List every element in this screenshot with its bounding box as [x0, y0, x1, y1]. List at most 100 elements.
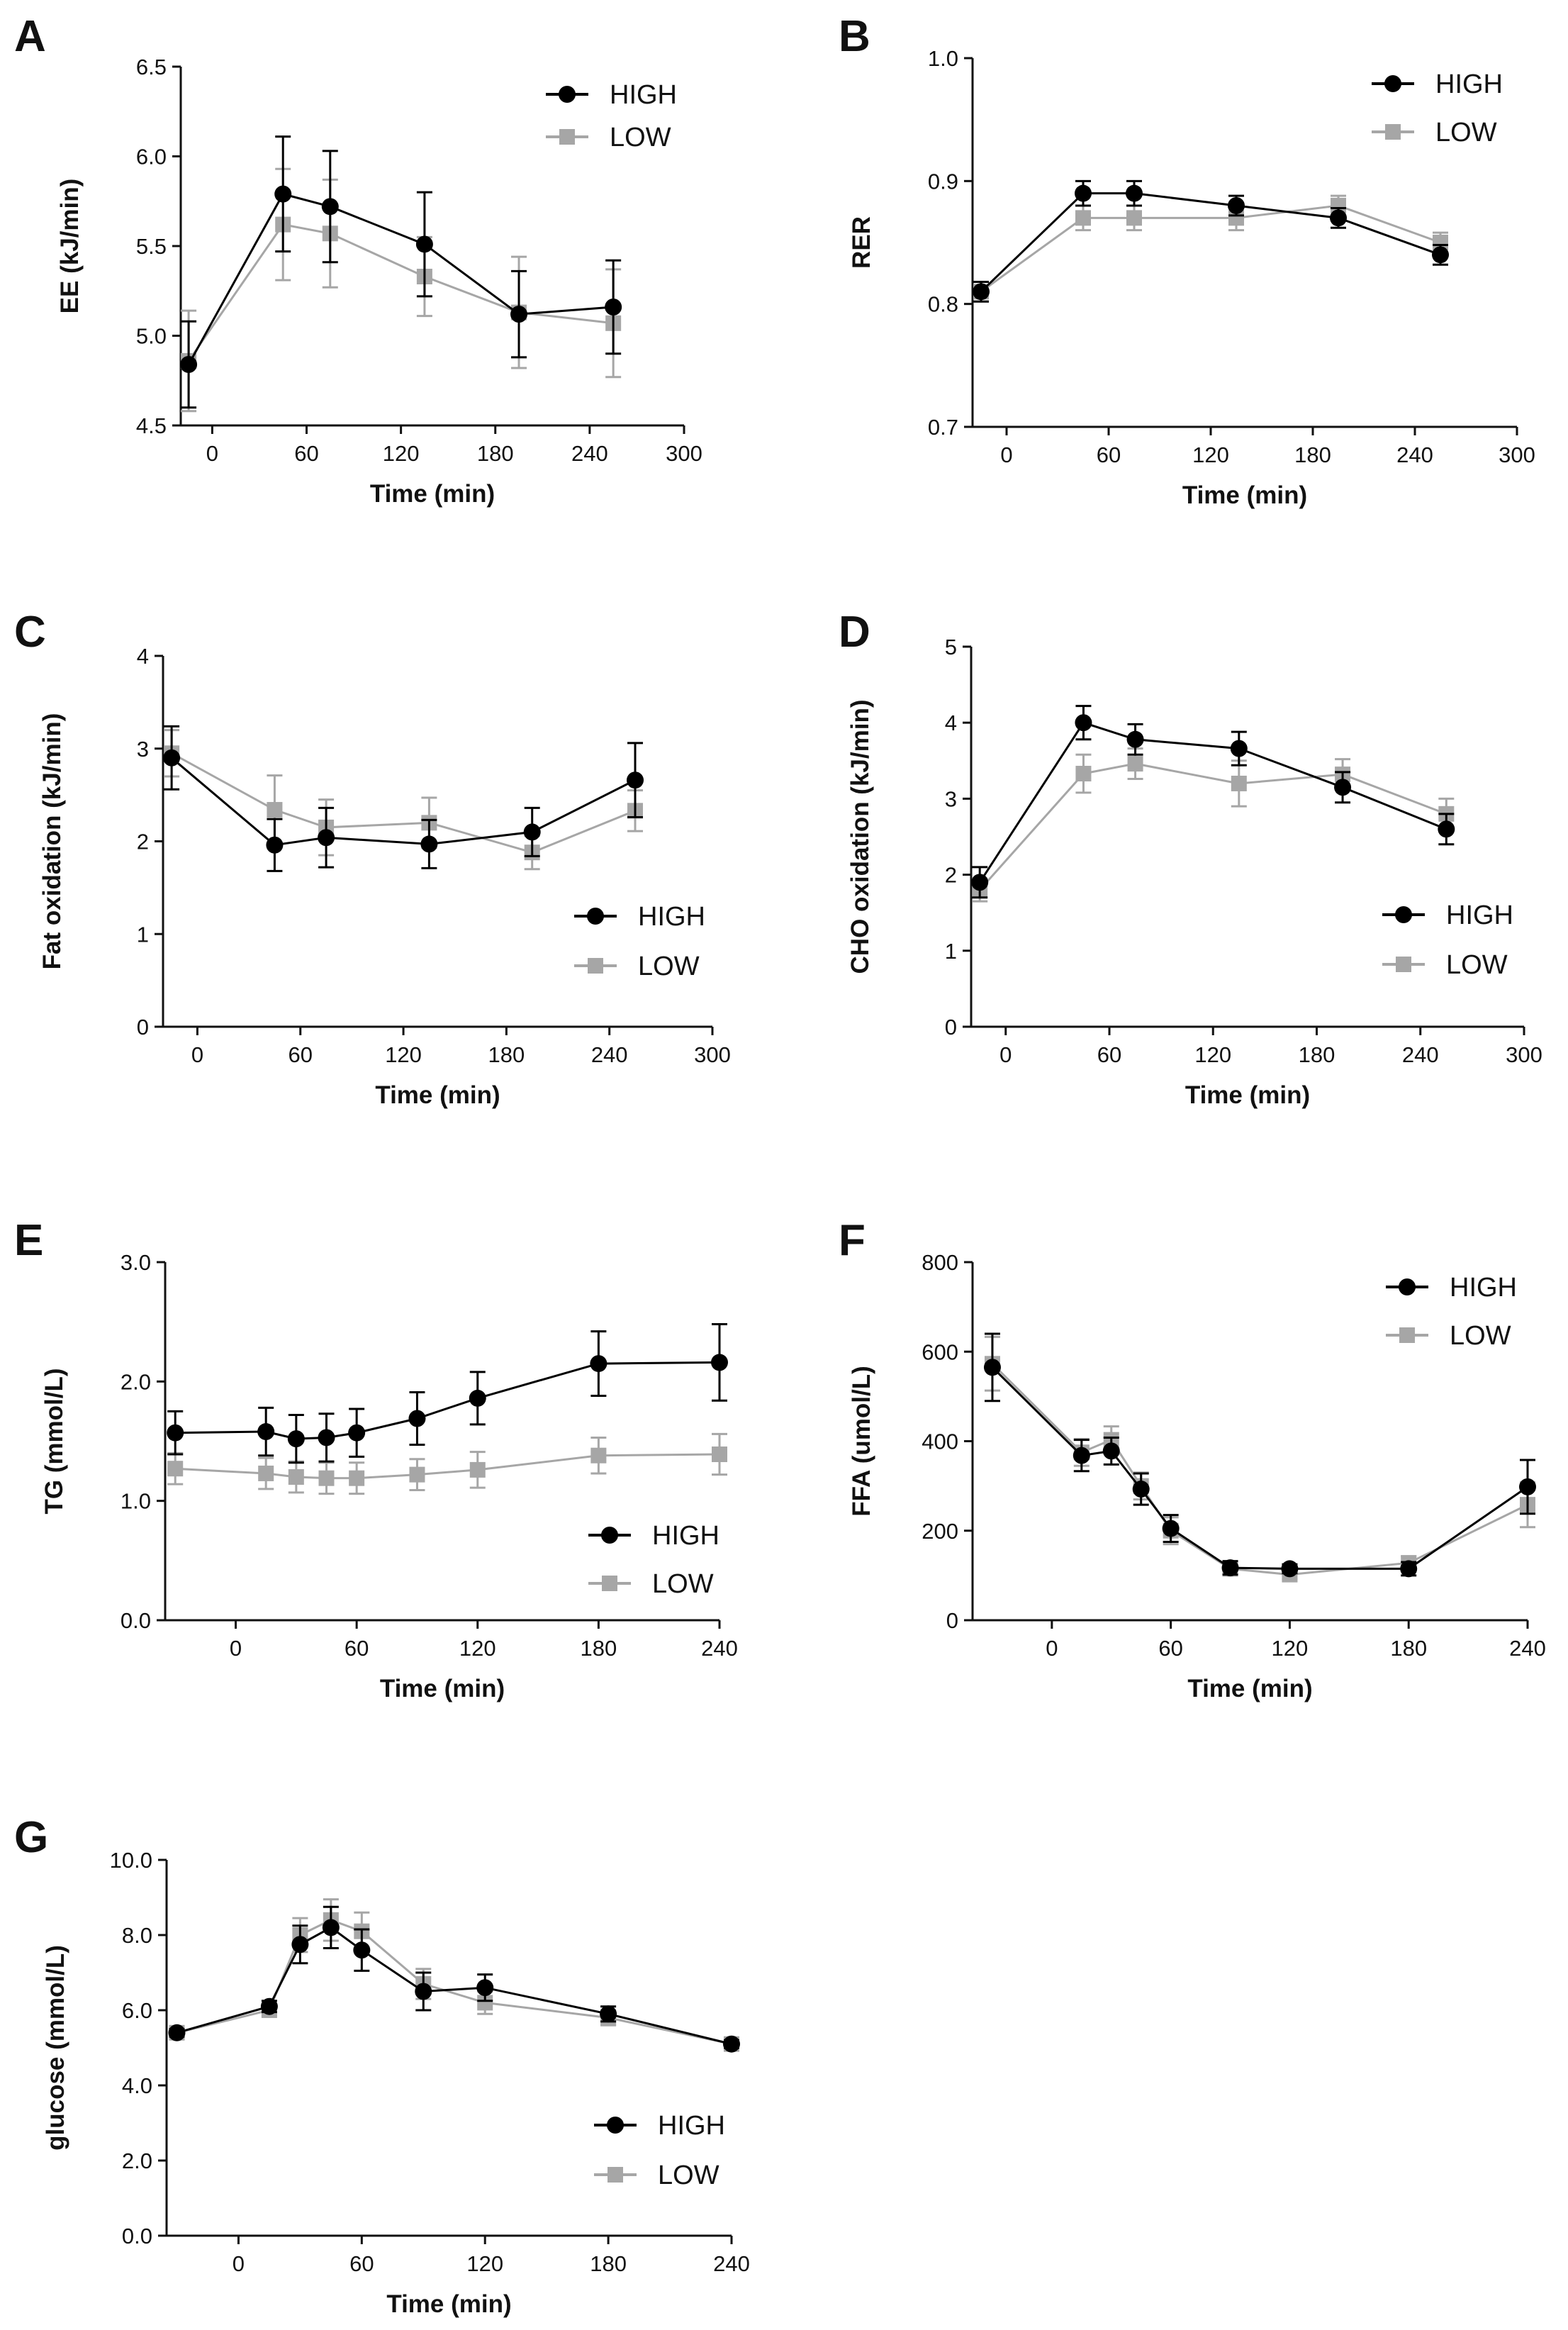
legend-label: HIGH — [1450, 1273, 1517, 1303]
panel-letter: E — [14, 1216, 43, 1265]
y-tick-label: 4.0 — [122, 2073, 152, 2098]
data-point — [353, 1941, 371, 1959]
y-tick-label: 600 — [922, 1339, 958, 1364]
series-high — [971, 705, 1455, 899]
data-point — [1432, 246, 1449, 264]
x-tick-label: 60 — [1097, 442, 1121, 467]
y-axis-label: TG (mmol/L) — [40, 1368, 68, 1514]
panel-F: F 0 200 400 600 800 0 60 120 180 240 Time (min) FFA … — [839, 1216, 1546, 1702]
x-tick-label: 180 — [1294, 442, 1331, 467]
y-tick-label: 0 — [945, 1015, 957, 1039]
data-point — [469, 1389, 486, 1407]
data-point — [1433, 235, 1448, 250]
x-tick-label: 180 — [477, 441, 514, 466]
x-tick-label: 240 — [1509, 1636, 1546, 1661]
data-point — [1127, 756, 1143, 772]
data-point — [266, 836, 284, 854]
y-tick-label: 2 — [945, 863, 957, 888]
series-low — [972, 747, 1455, 903]
x-tick-label: 0 — [1046, 1636, 1058, 1661]
data-point — [167, 1424, 184, 1442]
y-tick-label: 4 — [945, 710, 957, 735]
data-point — [1228, 210, 1244, 226]
data-point — [971, 874, 989, 891]
legend-label: HIGH — [610, 80, 677, 110]
data-point — [600, 2005, 617, 2023]
y-tick-label: 2.0 — [121, 1369, 151, 1394]
data-point — [168, 2024, 186, 2041]
legend-marker — [607, 2117, 624, 2134]
x-tick-label: 180 — [1390, 1636, 1427, 1661]
series-high — [180, 135, 622, 409]
data-point — [590, 1447, 607, 1464]
x-tick-label: 60 — [289, 1042, 313, 1067]
legend-marker — [1395, 906, 1412, 923]
legend-label: LOW — [1450, 1321, 1511, 1351]
series-low — [169, 1898, 739, 2052]
y-tick-label: 1 — [945, 939, 957, 964]
data-point — [1281, 1560, 1299, 1578]
data-point — [167, 1461, 184, 1477]
data-point — [1073, 1447, 1090, 1464]
x-tick-label: 240 — [571, 441, 608, 466]
series-line — [171, 757, 636, 847]
y-tick-label: 0.0 — [121, 1608, 151, 1633]
x-axis-label: Time (min) — [1182, 481, 1307, 509]
series-line — [177, 1919, 732, 2046]
data-point — [318, 1470, 335, 1486]
data-point — [1075, 766, 1092, 782]
series-line — [175, 1453, 720, 1480]
x-tick-label: 180 — [488, 1042, 525, 1067]
x-tick-label: 240 — [591, 1042, 628, 1067]
x-axis-label: Time (min) — [1185, 1081, 1310, 1109]
data-point — [1519, 1478, 1536, 1495]
x-tick-label: 180 — [1299, 1042, 1335, 1067]
panel-A: A 4.5 5.0 5.5 6.0 6.5 0 60 120 180 240 300 Time (min… — [14, 12, 702, 508]
x-tick-label: 60 — [1097, 1042, 1121, 1067]
y-tick-label: 6.5 — [136, 55, 167, 79]
y-tick-label: 1.0 — [121, 1489, 151, 1514]
data-point — [590, 1355, 607, 1373]
series-low — [984, 1335, 1535, 1583]
data-point — [318, 829, 335, 847]
y-tick-label: 200 — [922, 1519, 958, 1544]
series-line — [980, 204, 1441, 293]
x-tick-label: 180 — [590, 2251, 627, 2276]
data-point — [287, 1430, 305, 1448]
legend-label: LOW — [1435, 118, 1497, 147]
x-tick-label: 240 — [701, 1636, 738, 1661]
y-tick-label: 4 — [137, 644, 149, 669]
series-line — [175, 1361, 720, 1440]
legend: HIGH LOW — [594, 2111, 725, 2190]
x-tick-label: 120 — [1272, 1636, 1309, 1661]
x-tick-label: 0 — [206, 441, 218, 466]
data-point — [469, 1461, 486, 1478]
series-line — [187, 223, 614, 362]
series-line — [980, 192, 1441, 293]
data-point — [260, 1997, 278, 2015]
data-point — [291, 1936, 309, 1953]
series-line — [187, 192, 614, 365]
x-tick-label: 60 — [1158, 1636, 1182, 1661]
panel-G: G 0.0 2.0 4.0 6.0 8.0 10.0 0 60 120 180 240 Time (mi… — [14, 1813, 750, 2318]
legend-marker — [607, 2167, 623, 2183]
y-tick-label: 5.0 — [136, 324, 167, 349]
panel-letter: D — [839, 608, 870, 657]
data-point — [477, 1995, 493, 2011]
data-point — [1126, 184, 1143, 202]
data-point — [711, 1354, 728, 1371]
x-axis-label: Time (min) — [380, 1675, 505, 1702]
y-tick-label: 0 — [137, 1015, 149, 1039]
y-axis-label: FFA (umol/L) — [848, 1366, 875, 1517]
data-point — [163, 749, 181, 767]
x-axis-label: Time (min) — [386, 2290, 511, 2318]
legend: HIGH LOW — [1382, 901, 1513, 980]
data-point — [408, 1410, 426, 1427]
panel-letter: G — [14, 1813, 48, 1862]
y-tick-label: 6.0 — [122, 1998, 152, 2023]
data-point — [605, 299, 622, 316]
legend-marker — [587, 908, 604, 925]
y-tick-label: 5 — [945, 635, 957, 659]
legend-label: HIGH — [638, 902, 705, 932]
data-point — [180, 355, 198, 373]
